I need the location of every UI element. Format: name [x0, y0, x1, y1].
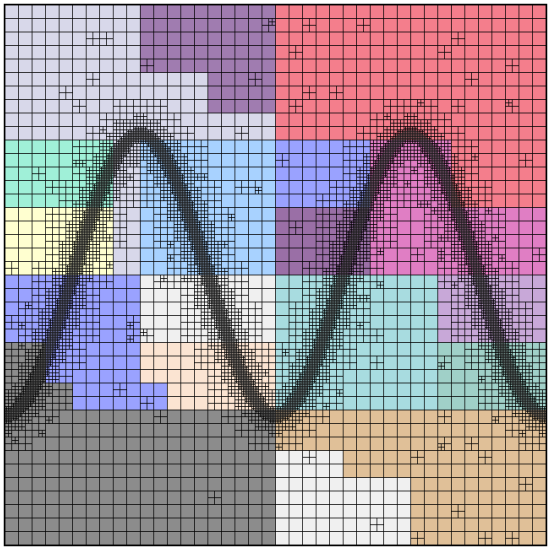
- mesh-cells: [4, 4, 547, 546]
- region-purple: [207, 72, 276, 113]
- mesh-grid: [4, 4, 547, 546]
